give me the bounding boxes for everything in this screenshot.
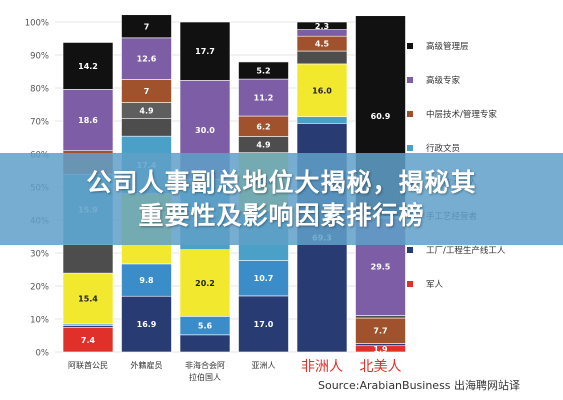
legend-label: 工厂/工程生产线工人	[426, 245, 506, 256]
x-tick-label: 阿联酋公民	[68, 360, 108, 370]
y-tick-label: 80%	[30, 85, 49, 95]
bar-segment	[238, 61, 289, 80]
bar-segment	[179, 334, 231, 353]
bar-segment	[296, 63, 348, 118]
bar-segment	[121, 37, 172, 80]
legend-swatch	[407, 145, 413, 151]
bar-segment	[62, 327, 114, 353]
x-tick-label: 拉伯国人	[189, 372, 221, 382]
x-tick-label: 外籍雇员	[131, 360, 163, 370]
bar-segment	[62, 244, 114, 274]
x-tick-label: 非洲人	[301, 359, 343, 375]
legend-swatch	[407, 77, 413, 83]
data-label: 18.6	[78, 116, 98, 125]
data-label: 20.2	[195, 279, 215, 288]
bar-segment	[62, 42, 114, 90]
legend-label: 高级管理层	[426, 41, 469, 52]
bar-segment	[121, 263, 172, 297]
bar-segment	[355, 317, 406, 344]
bar-segment	[296, 116, 348, 124]
data-label: 17.7	[195, 47, 215, 56]
y-tick-label: 10%	[30, 316, 49, 326]
y-tick-label: 90%	[30, 52, 49, 62]
bar-segment	[62, 272, 114, 325]
x-tick-label: 亚洲人	[252, 361, 276, 370]
bar-segment	[179, 249, 231, 317]
data-label: 4.9	[139, 107, 154, 116]
data-label: 2.3	[315, 22, 329, 31]
y-tick-label: 70%	[30, 118, 49, 128]
banner-title-line-1: 公司人事副总地位大揭秘，揭秘其	[86, 168, 477, 197]
data-label: 17.0	[254, 320, 274, 329]
data-label: 5.2	[256, 67, 270, 76]
data-label: 16.9	[137, 320, 157, 329]
x-tick-label: 非海合会阿	[185, 360, 225, 370]
bar-segment	[121, 295, 172, 353]
bar-segment	[355, 315, 406, 319]
data-label: 7.4	[81, 336, 96, 345]
bar-segment	[355, 343, 406, 347]
data-label: 15.4	[78, 295, 98, 304]
legend-label: 行政文员	[426, 143, 460, 154]
data-label: 6.2	[256, 122, 270, 131]
data-label: 11.2	[254, 94, 274, 103]
data-label: 9.8	[139, 276, 154, 285]
y-tick-label: 100%	[25, 19, 49, 29]
data-label: 16.0	[312, 86, 332, 95]
data-label: 4.9	[256, 141, 271, 150]
y-tick-label: 30%	[30, 250, 49, 260]
source-credit: Source:ArabianBusiness 出海聘网站译	[318, 379, 521, 392]
data-label: 7	[144, 87, 150, 96]
bar-segment	[62, 89, 114, 152]
data-label: 12.6	[137, 55, 157, 64]
y-tick-label: 20%	[30, 283, 49, 293]
data-label: 14.2	[78, 62, 98, 71]
bar-segment	[296, 21, 348, 30]
bar-segment	[121, 14, 172, 39]
legend-swatch	[407, 43, 413, 49]
data-label: 4.5	[315, 40, 330, 49]
legend-swatch	[407, 247, 413, 253]
bar-segment	[121, 118, 172, 137]
data-label: 60.9	[371, 112, 391, 121]
bar-segment	[238, 295, 289, 353]
data-label: 29.5	[371, 263, 391, 272]
legend-swatch	[407, 111, 413, 117]
data-label: 7	[144, 22, 150, 31]
legend-label: 中层技术/管理专家	[426, 109, 497, 120]
bar-segment	[296, 50, 348, 65]
x-tick-label: 北美人	[360, 359, 402, 375]
y-tick-label: 0%	[36, 349, 50, 359]
data-label: 1.9	[373, 345, 388, 354]
data-label: 30.0	[195, 126, 215, 135]
title-banner: 公司人事副总地位大揭秘，揭秘其 重要性及影响因素排行榜	[0, 153, 563, 245]
data-label: 10.7	[254, 274, 274, 283]
legend-label: 高级专家	[426, 75, 461, 86]
bar-segment	[238, 78, 289, 117]
data-label: 7.7	[373, 327, 387, 336]
bar-segment	[179, 21, 231, 81]
data-label: 5.6	[198, 322, 213, 331]
legend-label: 军人	[426, 280, 444, 290]
banner-title-line-2: 重要性及影响因素排行榜	[138, 201, 425, 230]
legend-swatch	[407, 281, 413, 287]
